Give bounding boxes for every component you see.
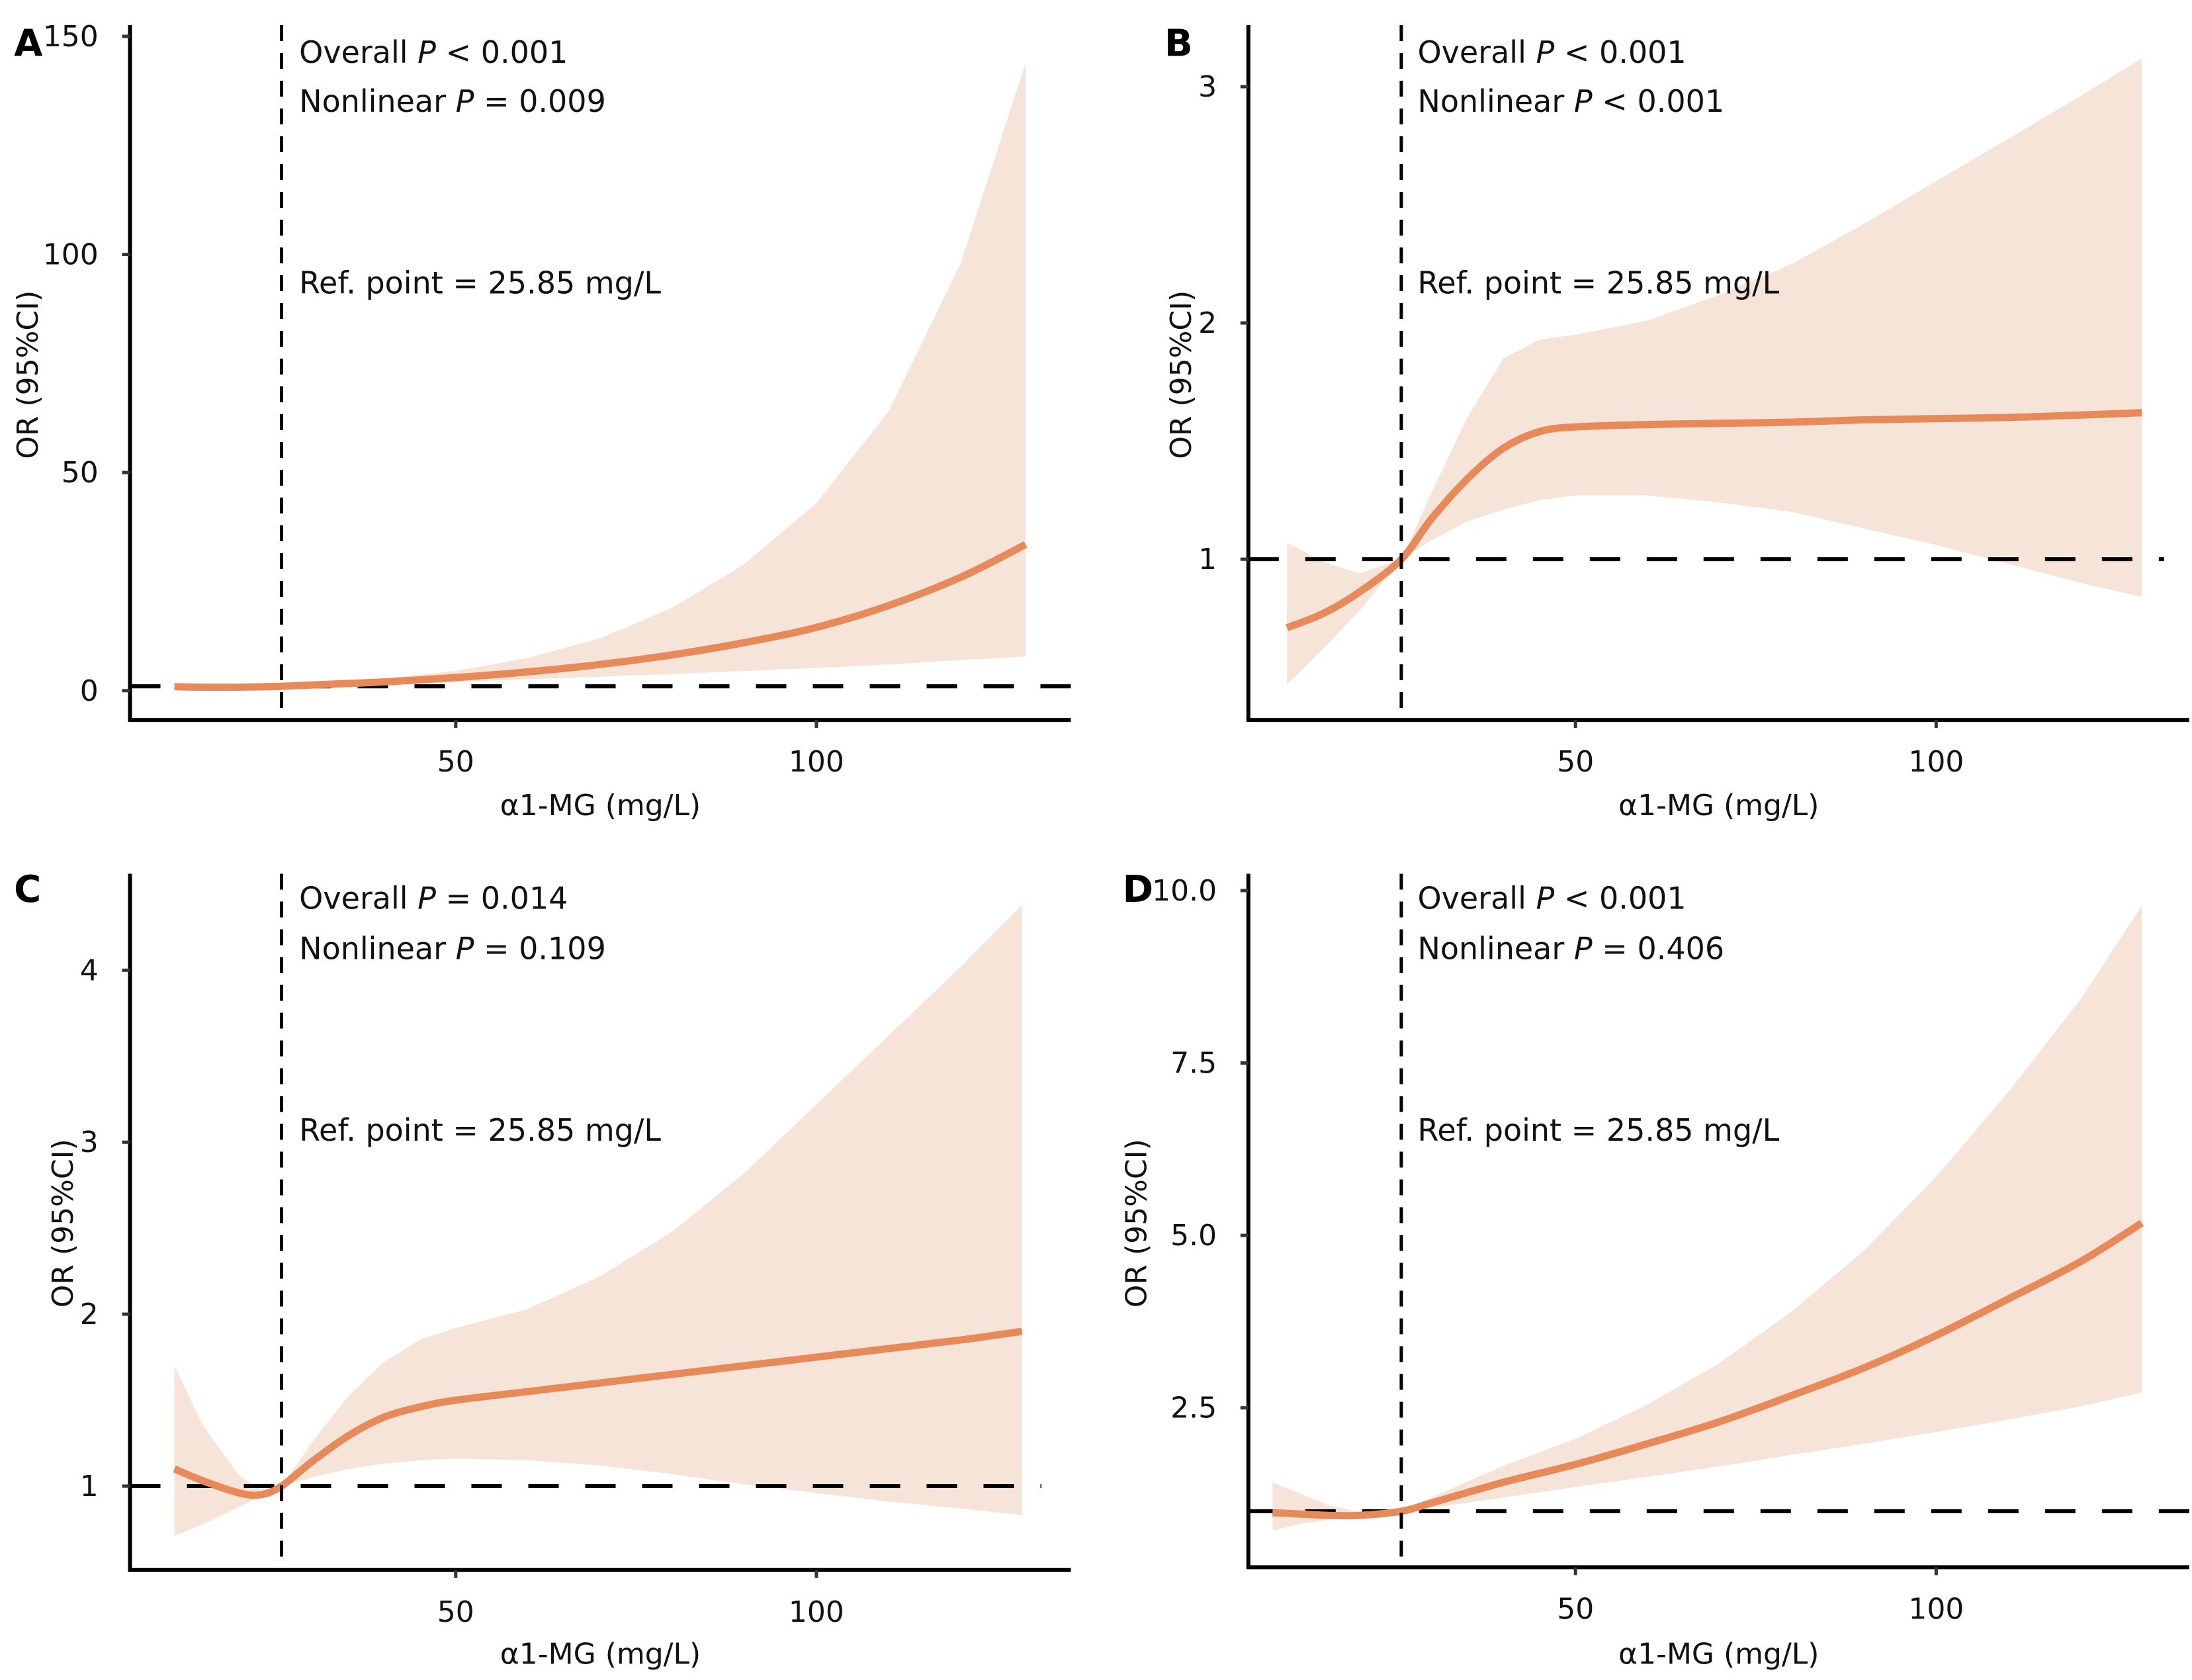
x-axis-title: α1-MG (mg/L) <box>1618 1637 1819 1671</box>
panel-letter: D <box>1123 868 1153 911</box>
ci-band <box>1272 905 2142 1531</box>
nonlinear-p-annotation: Nonlinear P < 0.001 <box>1417 83 1724 119</box>
panel-letter: C <box>14 868 41 911</box>
ci-band <box>174 905 1022 1536</box>
nonlinear-p-annotation: Nonlinear P = 0.009 <box>299 83 606 119</box>
ref-point-annotation: Ref. point = 25.85 mg/L <box>299 265 661 301</box>
overall-p-annotation: Overall P < 0.001 <box>1417 34 1686 70</box>
panel-b: 1 2 3 50 100 α1-MG (mg/L) OR (95%CI) B Overall P… <box>1164 22 2189 822</box>
panel-d: 2.5 5.0 7.5 10.0 50 100 α1-MG (mg/L) OR (95%CI)… <box>1120 868 2189 1671</box>
x-tick-label: 50 <box>437 745 474 779</box>
y-tick-label: 3 <box>80 1126 99 1159</box>
x-tick-label: 100 <box>1908 745 1964 779</box>
y-tick-label: 50 <box>62 456 99 490</box>
x-tick-label: 100 <box>789 745 844 779</box>
y-tick-label: 1 <box>1198 543 1217 576</box>
y-tick-label: 2 <box>80 1298 99 1331</box>
x-tick-label: 100 <box>789 1595 844 1629</box>
y-tick-label: 2.5 <box>1170 1392 1217 1425</box>
y-tick-label: 3 <box>1198 70 1217 104</box>
y-tick-label: 4 <box>80 953 99 987</box>
ref-point-annotation: Ref. point = 25.85 mg/L <box>1417 1112 1779 1148</box>
y-axis-title: OR (95%CI) <box>11 290 45 459</box>
y-axis-title: OR (95%CI) <box>46 1139 80 1307</box>
panel-c: 1 2 3 4 50 100 α1-MG (mg/L) OR (95%CI) C Overall … <box>14 868 1071 1671</box>
x-axis-title: α1-MG (mg/L) <box>500 789 701 822</box>
y-tick-label: 10.0 <box>1152 874 1217 908</box>
y-tick-label: 7.5 <box>1170 1046 1217 1080</box>
y-axis-title: OR (95%CI) <box>1120 1139 1154 1307</box>
overall-p-annotation: Overall P < 0.001 <box>1417 880 1686 916</box>
x-axis-title: α1-MG (mg/L) <box>1618 789 1819 822</box>
x-axis-title: α1-MG (mg/L) <box>500 1637 701 1671</box>
panel-a: 0 50 100 150 50 100 α1-MG (mg/L) OR (95%CI) A Ove… <box>11 20 1071 822</box>
y-tick-label: 100 <box>43 238 99 272</box>
overall-p-annotation: Overall P = 0.014 <box>299 880 568 916</box>
y-tick-label: 5.0 <box>1170 1219 1217 1253</box>
nonlinear-p-annotation: Nonlinear P = 0.109 <box>299 930 606 966</box>
panel-letter: A <box>14 22 43 66</box>
y-tick-label: 0 <box>80 674 99 708</box>
or-curve <box>173 1327 1023 1499</box>
x-tick-label: 50 <box>1557 1593 1594 1626</box>
overall-p-annotation: Overall P < 0.001 <box>299 34 568 70</box>
y-tick-label: 1 <box>80 1470 99 1503</box>
y-tick-label: 150 <box>43 20 99 54</box>
x-tick-label: 50 <box>1557 745 1594 779</box>
x-tick-label: 100 <box>1908 1593 1964 1626</box>
or-curve <box>1272 1219 2144 1520</box>
x-tick-label: 50 <box>437 1595 474 1629</box>
y-tick-label: 2 <box>1198 306 1217 340</box>
y-axis-title: OR (95%CI) <box>1164 290 1198 459</box>
or-curve <box>174 541 1028 691</box>
ref-point-annotation: Ref. point = 25.85 mg/L <box>1417 265 1779 301</box>
ci-band <box>174 62 1026 689</box>
ci-band <box>1287 58 2142 685</box>
nonlinear-p-annotation: Nonlinear P = 0.406 <box>1417 930 1724 966</box>
panel-letter: B <box>1164 22 1193 66</box>
ref-point-annotation: Ref. point = 25.85 mg/L <box>299 1112 661 1148</box>
